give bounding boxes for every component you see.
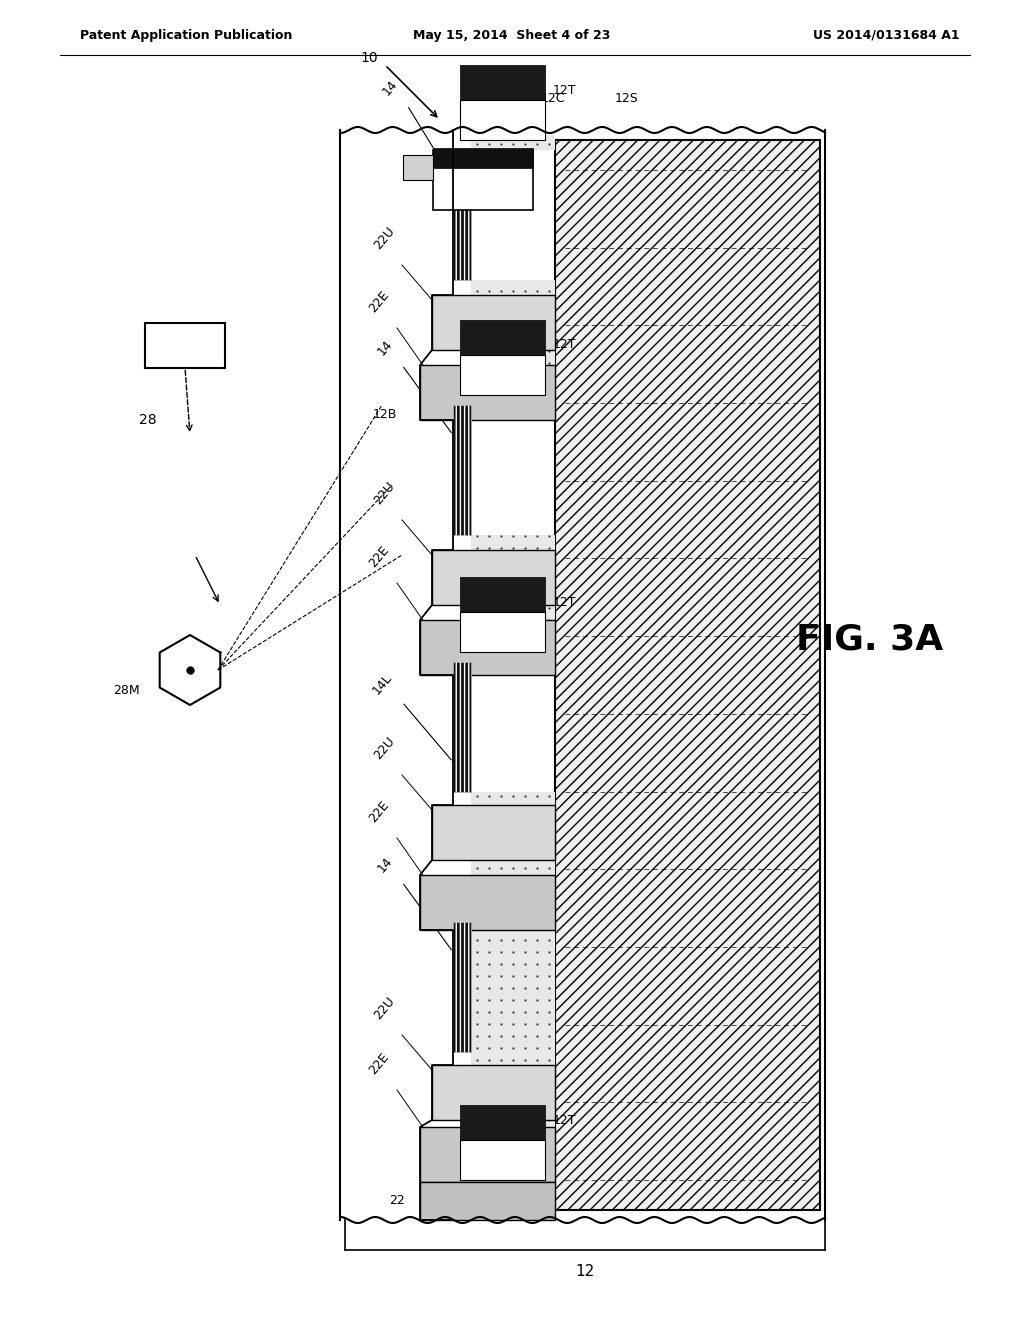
Text: 14L: 14L bbox=[371, 671, 395, 697]
Bar bbox=[145, 322, 225, 367]
Text: US 2014/0131684 A1: US 2014/0131684 A1 bbox=[813, 29, 961, 41]
Bar bbox=[460, 319, 545, 355]
Bar bbox=[471, 135, 555, 150]
Text: 22U: 22U bbox=[371, 735, 397, 762]
Text: 12B: 12B bbox=[373, 408, 397, 421]
Text: 12T: 12T bbox=[553, 83, 577, 96]
Text: 22: 22 bbox=[389, 1195, 406, 1208]
Text: 22U: 22U bbox=[371, 479, 397, 507]
Text: FIG. 3A: FIG. 3A bbox=[797, 623, 944, 657]
Text: 12T: 12T bbox=[553, 595, 577, 609]
Bar bbox=[453, 150, 471, 280]
Bar bbox=[471, 792, 555, 1210]
Text: 22E: 22E bbox=[367, 544, 392, 570]
Bar bbox=[432, 1065, 555, 1119]
Text: 14: 14 bbox=[375, 854, 395, 875]
Text: 22U: 22U bbox=[371, 994, 397, 1022]
Bar bbox=[420, 620, 555, 675]
Bar bbox=[453, 405, 471, 535]
Text: 28S: 28S bbox=[171, 338, 200, 352]
Bar bbox=[460, 1140, 545, 1180]
Bar bbox=[432, 550, 555, 605]
Bar bbox=[420, 1127, 555, 1181]
Text: 14: 14 bbox=[380, 78, 400, 98]
Bar bbox=[453, 663, 471, 792]
Bar bbox=[460, 1105, 545, 1140]
Text: 28M: 28M bbox=[114, 684, 140, 697]
Bar bbox=[432, 294, 555, 350]
Bar bbox=[460, 612, 545, 652]
Text: 12T: 12T bbox=[553, 1114, 577, 1126]
Text: 10: 10 bbox=[360, 51, 378, 65]
Text: 22U: 22U bbox=[371, 224, 397, 252]
Text: 22E: 22E bbox=[367, 1051, 392, 1077]
Bar bbox=[433, 150, 534, 210]
Bar bbox=[471, 280, 555, 405]
Text: 12: 12 bbox=[575, 1265, 595, 1279]
Text: 22E: 22E bbox=[367, 799, 392, 825]
Bar bbox=[555, 140, 820, 1210]
Text: 14: 14 bbox=[375, 338, 395, 358]
Text: 12S: 12S bbox=[615, 92, 639, 106]
Text: Patent Application Publication: Patent Application Publication bbox=[80, 29, 293, 41]
Bar bbox=[453, 405, 471, 535]
Bar bbox=[420, 875, 555, 931]
Text: 12T: 12T bbox=[553, 338, 577, 351]
Bar bbox=[420, 366, 555, 420]
Bar bbox=[453, 921, 471, 1052]
Bar bbox=[471, 535, 555, 663]
Text: 22E: 22E bbox=[367, 289, 392, 315]
Text: 12I: 12I bbox=[476, 92, 496, 106]
Bar bbox=[403, 154, 433, 180]
Text: May 15, 2014  Sheet 4 of 23: May 15, 2014 Sheet 4 of 23 bbox=[414, 29, 610, 41]
Bar bbox=[453, 663, 471, 792]
Bar bbox=[460, 100, 545, 140]
Bar bbox=[432, 805, 555, 861]
Bar bbox=[453, 921, 471, 1052]
Text: 28: 28 bbox=[139, 413, 157, 426]
Bar bbox=[460, 577, 545, 612]
Bar bbox=[460, 65, 545, 100]
Text: 12C: 12C bbox=[541, 92, 565, 106]
Bar bbox=[433, 148, 534, 168]
Bar bbox=[420, 1181, 555, 1220]
Bar bbox=[453, 150, 471, 280]
Bar bbox=[460, 355, 545, 395]
